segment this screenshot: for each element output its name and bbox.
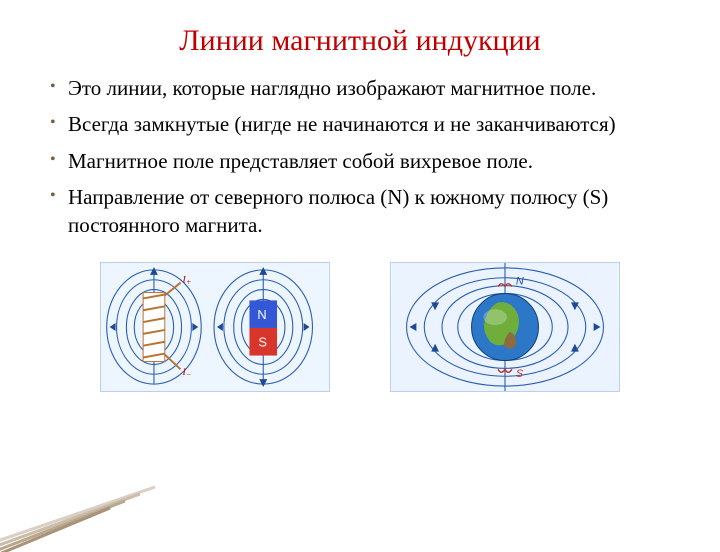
list-item: Магнитное поле представляет собой вихрев… [50,147,670,175]
corner-decor [0,482,160,552]
earth-n-label: N [516,275,524,287]
earth-globe [472,293,539,360]
earth-s-label: S [516,368,524,380]
list-item: Это линии, которые наглядно изображают м… [50,74,670,102]
bullet-list: Это линии, которые наглядно изображают м… [50,74,670,240]
page-title: Линии магнитной индукции [50,24,670,58]
svg-text:+: + [186,277,191,286]
figure-solenoid-bar-magnet: I + I − N S [100,262,330,392]
figures-row: I + I − N S [50,262,670,392]
svg-text:−: − [186,370,191,379]
south-label: S [258,334,267,349]
bar-magnet: N S [249,300,277,355]
north-label: N [257,307,266,322]
list-item: Всегда замкнутые (нигде не начинаются и … [50,110,670,138]
figure-earth-field: N S [390,262,620,392]
list-item: Направление от северного полюса (N) к юж… [50,183,670,240]
